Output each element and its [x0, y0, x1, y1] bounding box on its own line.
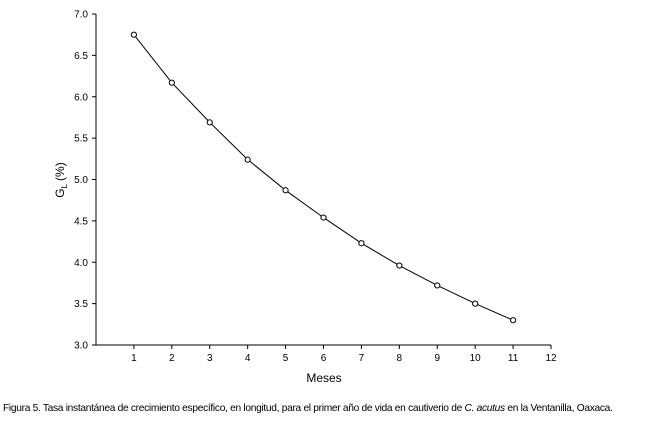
data-point [206, 119, 213, 126]
data-point [509, 317, 517, 324]
data-point [358, 240, 365, 247]
caption-text: Figura 5. Tasa instantánea de crecimient… [3, 403, 465, 414]
data-point [320, 214, 327, 221]
y-tick-label: 5.0 [74, 175, 88, 186]
data-point [168, 79, 175, 86]
y-tick-label: 3.5 [74, 299, 88, 310]
x-tick-label: 3 [207, 353, 213, 364]
y-tick-label: 5.5 [74, 134, 88, 145]
series-line [133, 34, 514, 321]
x-tick-label: 2 [169, 353, 175, 364]
growth-rate-chart: 3.03.54.04.55.05.56.06.57.0 1 2 3 4 5 6 7 8 9 10 1… [53, 10, 557, 386]
x-tick-label: 9 [434, 353, 440, 364]
data-point [396, 262, 403, 269]
y-axis-label-unit: (%) [53, 162, 67, 181]
x-axis: 1 2 3 4 5 6 7 8 9 10 11 12 [96, 344, 557, 364]
y-tick-label: 6.0 [74, 92, 88, 103]
x-tick-label: 5 [283, 353, 289, 364]
y-axis-label-subscript: L [60, 183, 69, 188]
x-tick-label: 1 [131, 353, 137, 364]
y-axis-label-symbol: G [53, 188, 67, 197]
y-axis: 3.0 3.5 4.0 4.5 5.0 5.5 6.0 6.5 7.0 [74, 10, 97, 352]
data-point [244, 156, 251, 163]
plot-area [130, 31, 517, 324]
y-tick-label: 7.0 [74, 10, 88, 21]
data-point [130, 31, 138, 38]
x-tick-label: 10 [470, 353, 482, 364]
x-tick-label: 7 [359, 353, 365, 364]
x-axis-label: Meses [306, 371, 341, 385]
x-tick-label: 6 [321, 353, 327, 364]
y-tick-label: 3.0 [74, 341, 88, 352]
y-tick-label: 4.5 [74, 216, 88, 227]
data-point [472, 300, 479, 307]
y-tick-label: 4.0 [74, 258, 88, 269]
y-tick-label: 6.5 [74, 51, 88, 62]
data-point [434, 282, 441, 289]
caption-species: C. acutus [464, 403, 505, 414]
caption-location: en la Ventanilla, Oaxaca. [504, 403, 613, 414]
figure-caption: Figura 5. Tasa instantánea de crecimient… [3, 403, 646, 414]
x-tick-label: 12 [545, 353, 557, 364]
x-tick-label: 4 [245, 353, 251, 364]
x-tick-label: 8 [397, 353, 403, 364]
data-point [282, 187, 289, 194]
y-axis-label: GL (%) [53, 162, 69, 197]
x-tick-label: 11 [508, 353, 519, 364]
